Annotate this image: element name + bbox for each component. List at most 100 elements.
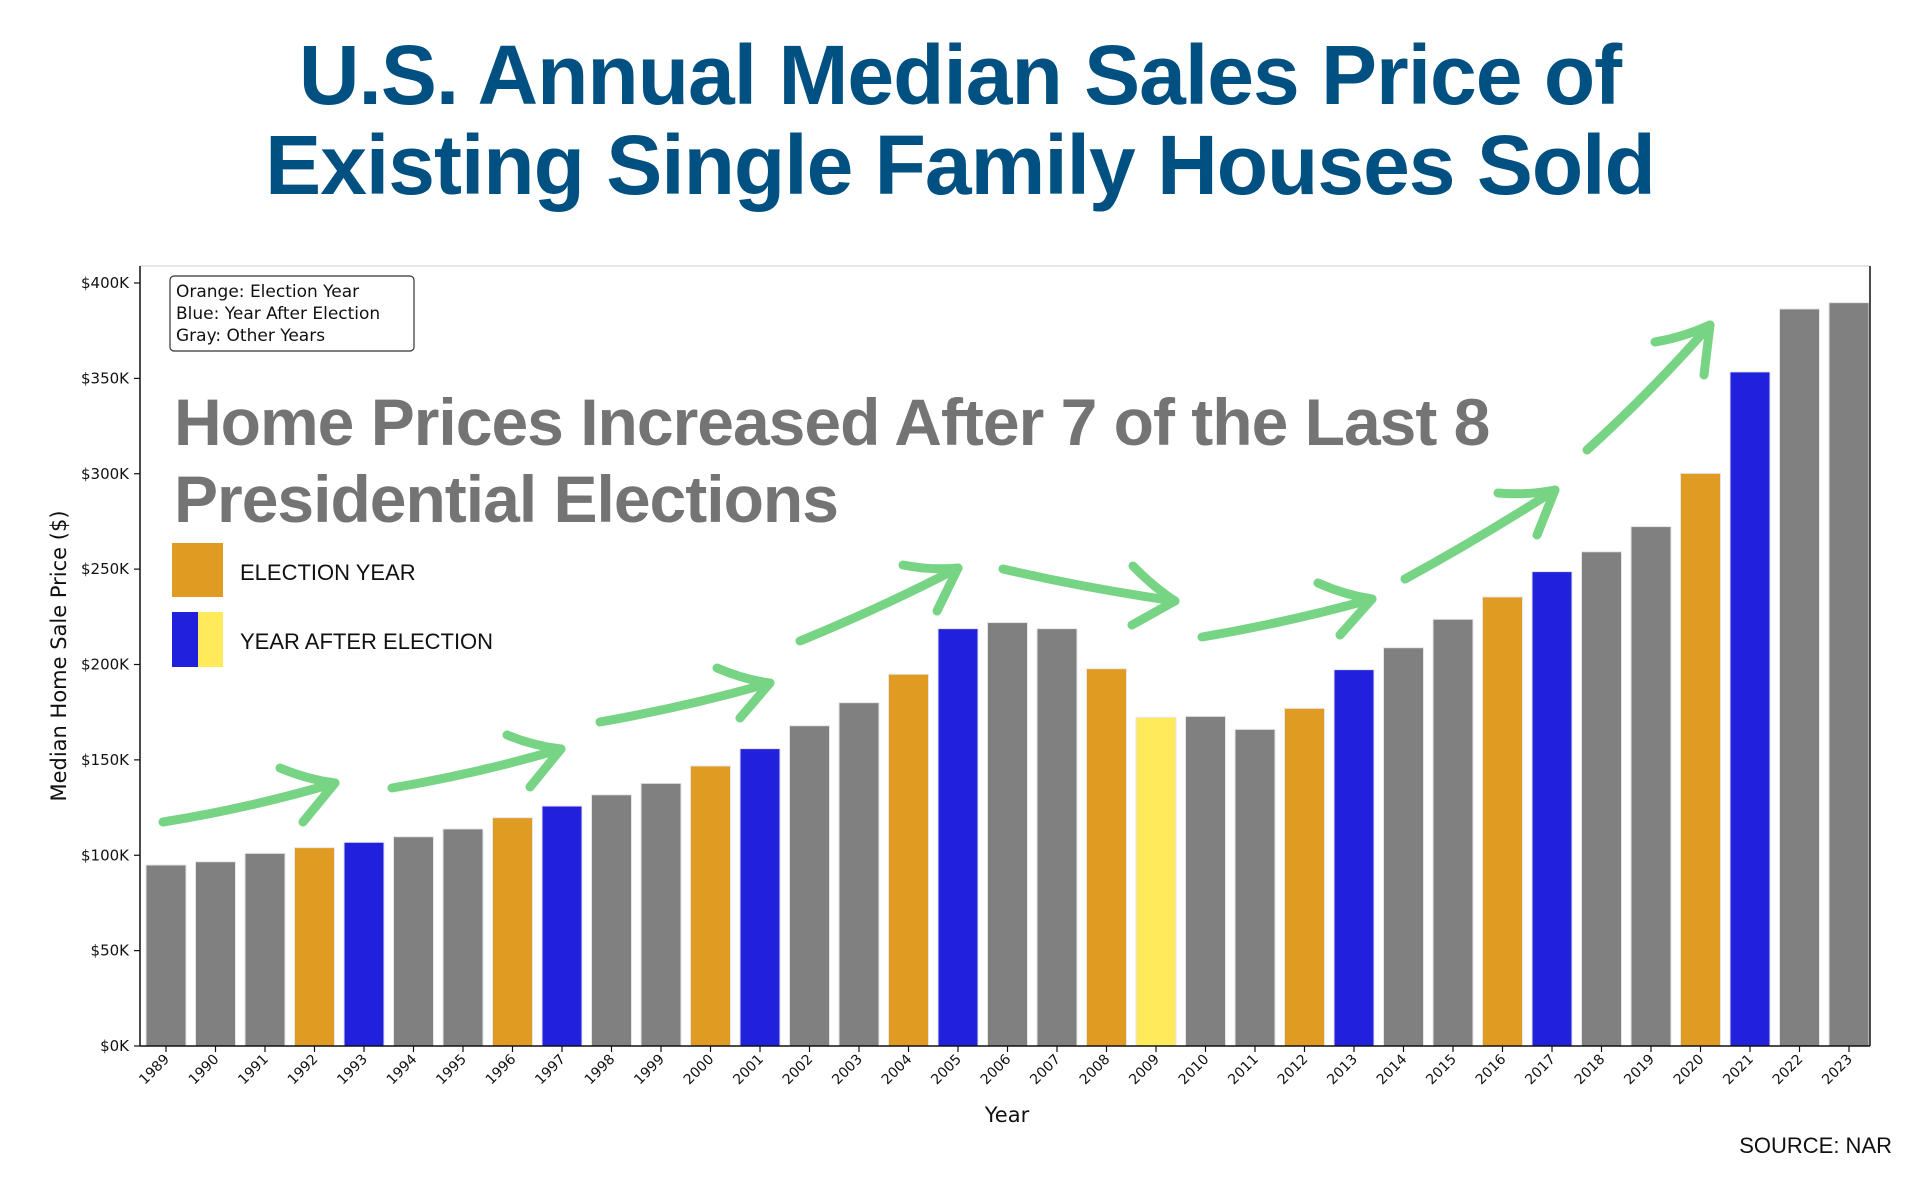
- arrow-shaft: [795, 563, 963, 646]
- bar-1999: [640, 782, 682, 1047]
- trend-arrow-3: [595, 663, 775, 727]
- x-tick-label: 2012: [1275, 1052, 1312, 1089]
- bar-2010: [1185, 715, 1226, 1047]
- legend-swatch-election: [172, 543, 223, 597]
- y-tick-label: $250K: [81, 560, 130, 578]
- arrow-shaft: [387, 744, 566, 793]
- x-tick-label: 1999: [631, 1052, 668, 1089]
- arrow-head: [1493, 485, 1560, 540]
- arrow-shaft: [595, 678, 775, 727]
- x-tick-label: 2009: [1126, 1052, 1163, 1089]
- bar-2019: [1630, 526, 1672, 1047]
- x-tick-label: 2007: [1027, 1052, 1064, 1089]
- y-tick-label: $200K: [81, 656, 130, 674]
- bar-1996: [492, 817, 533, 1047]
- bar-2002: [789, 725, 830, 1047]
- x-tick-label: 2023: [1819, 1052, 1856, 1089]
- arrow-shaft: [158, 778, 340, 827]
- arrow-head: [1313, 578, 1377, 640]
- bar-2005: [937, 628, 979, 1047]
- trend-arrow-7: [1400, 485, 1560, 584]
- bar-1989: [145, 864, 187, 1047]
- bar-2016: [1482, 596, 1523, 1047]
- arrow-head: [1127, 561, 1180, 630]
- trend-arrow-8: [1582, 320, 1715, 455]
- trend-arrow-1: [158, 763, 340, 827]
- bar-2006: [987, 622, 1028, 1047]
- bar-2013: [1333, 669, 1375, 1047]
- x-tick-label: 2018: [1572, 1052, 1609, 1089]
- legend-label-after-election: YEAR AFTER ELECTION: [240, 629, 493, 654]
- arrow-head: [712, 663, 775, 723]
- bar-1991: [244, 852, 286, 1047]
- x-tick-label: 2011: [1225, 1052, 1262, 1089]
- x-tick-label: 2008: [1077, 1052, 1114, 1089]
- y-tick-label: $150K: [81, 751, 130, 769]
- bar-2018: [1581, 551, 1622, 1047]
- y-tick-label: $50K: [91, 942, 131, 960]
- bar-2014: [1383, 647, 1424, 1047]
- trend-arrows-group: [158, 320, 1715, 827]
- bar-2003: [838, 702, 880, 1047]
- arrow-head: [275, 763, 340, 827]
- key-box-line-other: Gray: Other Years: [176, 326, 325, 346]
- x-axis-ticks: 1989 1990 1991 1992 1993 1994 1995 1996 1997 1998…: [136, 1046, 1856, 1088]
- arrow-head: [1650, 320, 1715, 380]
- y-axis-ticks: $0K $50K $100K $150K $200K $250K $300K $350K $40…: [81, 274, 140, 1055]
- x-tick-label: 1990: [186, 1052, 223, 1089]
- x-tick-label: 2015: [1423, 1052, 1460, 1089]
- source-note: SOURCE: NAR: [1739, 1133, 1892, 1158]
- y-axis-label: Median Home Sale Price ($): [47, 510, 71, 801]
- bar-1993: [343, 841, 385, 1047]
- trend-arrow-5: [998, 561, 1180, 630]
- y-tick-label: $300K: [81, 465, 130, 483]
- bar-2012: [1284, 707, 1325, 1047]
- arrow-head: [898, 560, 963, 616]
- bar-2015: [1432, 618, 1474, 1047]
- chart-title-line-1: U.S. Annual Median Sales Price of: [298, 28, 1622, 122]
- arrow-shaft: [1582, 320, 1715, 455]
- bar-2011: [1234, 728, 1276, 1047]
- bar-2020: [1680, 472, 1721, 1047]
- bar-2007: [1036, 628, 1078, 1047]
- x-tick-label: 2004: [879, 1051, 916, 1088]
- bar-2023: [1828, 302, 1870, 1047]
- bar-1992: [294, 847, 335, 1047]
- x-tick-label: 2003: [829, 1052, 866, 1089]
- key-box-line-after: Blue: Year After Election: [176, 304, 380, 324]
- x-tick-label: 2016: [1473, 1051, 1510, 1088]
- x-tick-label: 1992: [285, 1052, 322, 1089]
- x-tick-label: 2021: [1720, 1052, 1757, 1089]
- x-tick-label: 1998: [582, 1052, 619, 1089]
- x-tick-label: 2019: [1621, 1052, 1658, 1089]
- bar-2008: [1086, 668, 1127, 1047]
- x-tick-label: 2001: [730, 1052, 767, 1089]
- x-tick-label: 1995: [433, 1052, 470, 1089]
- bar-2021: [1729, 371, 1771, 1047]
- bar-2022: [1779, 308, 1820, 1047]
- bar-2001: [739, 748, 781, 1047]
- headline-line-2: Presidential Elections: [174, 462, 838, 536]
- key-box-line-election: Orange: Election Year: [176, 282, 359, 302]
- arrow-shaft: [1400, 485, 1560, 584]
- headline-line-1: Home Prices Increased After 7 of the Las…: [174, 385, 1489, 459]
- arrow-head: [502, 730, 566, 792]
- key-box: [169, 275, 415, 352]
- x-tick-label: 2022: [1770, 1052, 1807, 1089]
- bar-2009: [1135, 716, 1177, 1047]
- x-tick-label: 1994: [384, 1051, 421, 1088]
- x-tick-label: 1997: [532, 1052, 569, 1089]
- x-tick-label: 2006: [978, 1051, 1015, 1088]
- x-tick-label: 1989: [136, 1052, 173, 1089]
- bar-1990: [195, 861, 236, 1047]
- x-tick-label: 1996: [483, 1051, 520, 1088]
- x-axis-label: Year: [984, 1103, 1030, 1127]
- x-tick-label: 2000: [681, 1052, 718, 1089]
- legend-swatch-after-blue: [172, 612, 198, 667]
- y-tick-label: $100K: [81, 846, 130, 864]
- x-tick-label: 1991: [235, 1052, 272, 1089]
- x-tick-label: 2010: [1176, 1052, 1213, 1089]
- legend-label-election: ELECTION YEAR: [240, 560, 416, 585]
- bar-1997: [541, 805, 583, 1047]
